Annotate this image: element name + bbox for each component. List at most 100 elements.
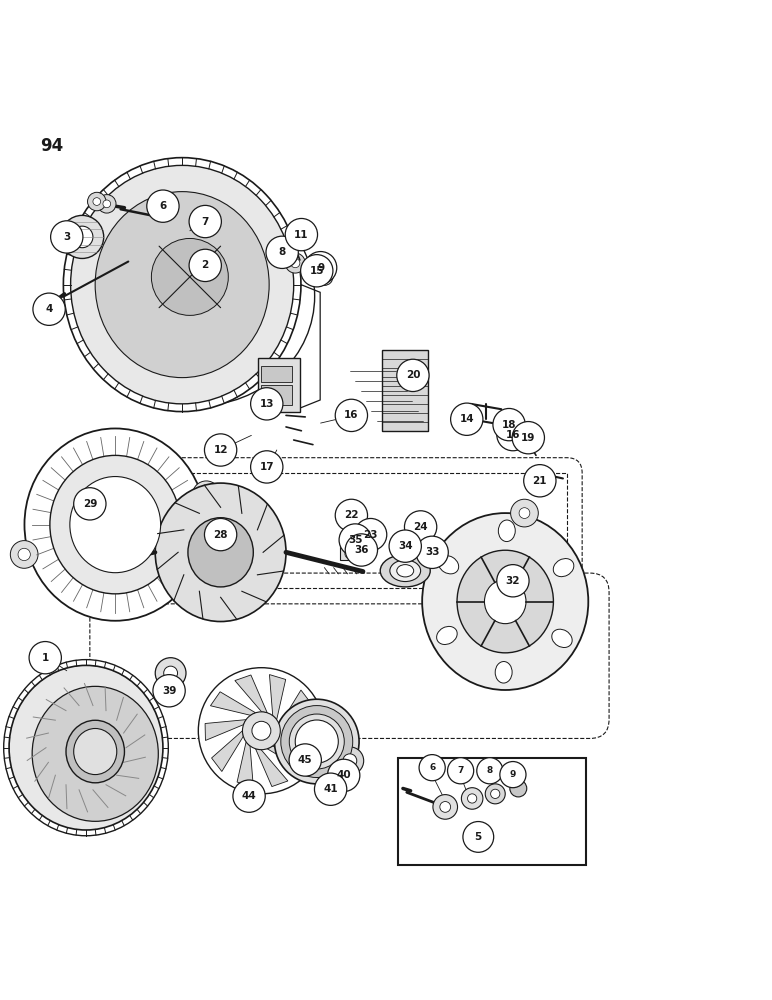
Circle shape <box>103 200 110 208</box>
Circle shape <box>290 714 344 769</box>
Circle shape <box>405 511 437 543</box>
Polygon shape <box>256 749 288 787</box>
Ellipse shape <box>499 520 515 542</box>
Ellipse shape <box>485 579 526 624</box>
Circle shape <box>523 465 556 497</box>
Text: 45: 45 <box>298 755 313 765</box>
Circle shape <box>290 258 300 268</box>
Circle shape <box>343 754 357 768</box>
Text: 11: 11 <box>294 230 309 240</box>
Text: 15: 15 <box>310 266 324 276</box>
Circle shape <box>198 668 324 794</box>
Circle shape <box>61 215 103 258</box>
Text: 8: 8 <box>279 247 286 257</box>
Text: 24: 24 <box>413 522 428 532</box>
Circle shape <box>310 259 323 273</box>
Circle shape <box>519 508 530 518</box>
Text: 7: 7 <box>458 766 464 775</box>
Polygon shape <box>279 690 311 731</box>
Circle shape <box>496 565 529 597</box>
Circle shape <box>97 195 116 213</box>
Bar <box>262 366 292 382</box>
Circle shape <box>462 788 483 809</box>
Circle shape <box>251 388 283 420</box>
Text: 5: 5 <box>475 832 482 842</box>
Circle shape <box>93 198 100 205</box>
Circle shape <box>285 218 317 251</box>
Text: 4: 4 <box>46 304 52 314</box>
Circle shape <box>281 706 353 777</box>
Polygon shape <box>267 746 313 770</box>
Circle shape <box>18 548 30 561</box>
Ellipse shape <box>438 556 459 574</box>
Circle shape <box>300 255 333 287</box>
Polygon shape <box>269 675 286 720</box>
Circle shape <box>335 399 367 432</box>
Bar <box>382 350 428 431</box>
Circle shape <box>314 773 347 805</box>
Circle shape <box>164 666 178 680</box>
Ellipse shape <box>381 555 430 587</box>
Circle shape <box>335 499 367 532</box>
Text: 7: 7 <box>201 217 209 227</box>
Bar <box>262 385 292 405</box>
Circle shape <box>189 249 222 282</box>
Circle shape <box>407 523 419 535</box>
Text: 20: 20 <box>405 370 420 380</box>
Circle shape <box>320 273 328 281</box>
Circle shape <box>389 530 422 562</box>
Ellipse shape <box>32 686 158 821</box>
Text: 8: 8 <box>486 766 493 775</box>
Circle shape <box>51 221 83 253</box>
Circle shape <box>493 408 525 441</box>
Text: 14: 14 <box>459 414 474 424</box>
Circle shape <box>503 418 522 437</box>
Text: 36: 36 <box>354 545 369 555</box>
Ellipse shape <box>95 192 269 378</box>
Text: 13: 13 <box>259 399 274 409</box>
Text: 18: 18 <box>502 420 516 430</box>
Circle shape <box>330 765 349 783</box>
Ellipse shape <box>63 158 301 412</box>
Ellipse shape <box>422 513 588 690</box>
Text: 35: 35 <box>348 535 363 545</box>
Text: 94: 94 <box>40 137 63 155</box>
Circle shape <box>252 721 271 740</box>
Ellipse shape <box>390 560 421 582</box>
Circle shape <box>153 675 185 707</box>
Circle shape <box>512 422 544 454</box>
Circle shape <box>192 481 220 509</box>
Circle shape <box>356 525 370 539</box>
Ellipse shape <box>80 735 110 768</box>
Polygon shape <box>235 675 267 713</box>
Text: 39: 39 <box>162 686 176 696</box>
Polygon shape <box>276 721 318 742</box>
Circle shape <box>491 789 499 798</box>
Text: 12: 12 <box>213 445 228 455</box>
Circle shape <box>448 758 474 784</box>
Text: 17: 17 <box>259 462 274 472</box>
Circle shape <box>285 253 305 273</box>
Circle shape <box>508 423 517 432</box>
Circle shape <box>33 293 66 325</box>
Circle shape <box>275 699 359 784</box>
Text: 3: 3 <box>63 232 70 242</box>
Ellipse shape <box>70 165 293 404</box>
Text: 41: 41 <box>323 784 338 794</box>
Ellipse shape <box>554 559 574 577</box>
Circle shape <box>416 536 449 568</box>
Polygon shape <box>212 731 243 771</box>
Circle shape <box>339 524 371 556</box>
Circle shape <box>147 190 179 222</box>
Circle shape <box>516 430 530 444</box>
Text: 9: 9 <box>317 263 324 273</box>
Circle shape <box>440 802 451 812</box>
Circle shape <box>266 236 298 268</box>
Text: 23: 23 <box>364 530 378 540</box>
Text: 44: 44 <box>242 791 256 801</box>
Circle shape <box>29 642 62 674</box>
Polygon shape <box>237 742 253 787</box>
Circle shape <box>73 488 106 520</box>
Ellipse shape <box>397 565 414 577</box>
Text: 19: 19 <box>521 433 536 443</box>
